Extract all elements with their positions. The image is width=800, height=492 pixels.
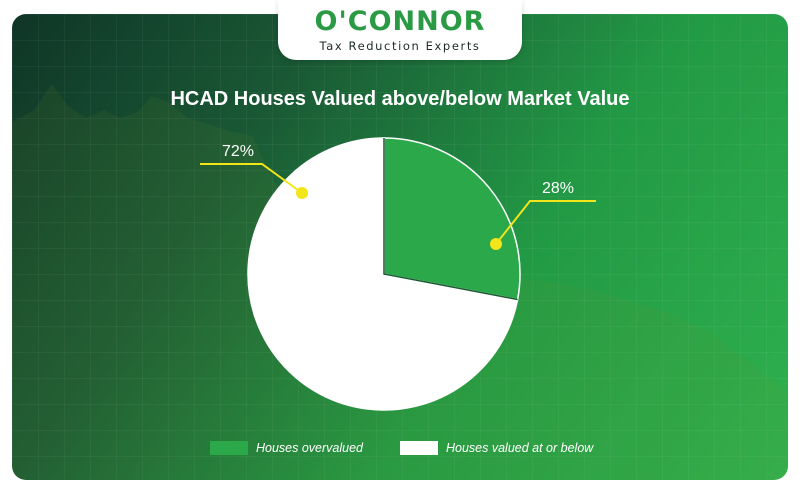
legend-swatch-at-or-below — [400, 441, 438, 455]
leader-dot-at-or-below — [296, 187, 308, 199]
pie-slice-overvalued — [383, 137, 521, 301]
legend-label-at-or-below: Houses valued at or below — [446, 441, 594, 455]
leader-line-overvalued — [495, 200, 596, 245]
logo-text: O'CONNOR — [314, 6, 486, 37]
brand-logo: O'CONNOR Tax Reduction Experts — [278, 0, 522, 60]
legend-item-at-or-below: Houses valued at or below — [400, 440, 593, 456]
data-label-at-or-below: 72% — [222, 143, 254, 160]
chart-legend: Houses overvalued Houses valued at or be… — [0, 440, 800, 460]
slice-divider — [383, 138, 518, 301]
legend-swatch-overvalued — [210, 441, 248, 455]
leader-line-at-or-below — [200, 163, 303, 194]
leader-dot-overvalued — [490, 238, 502, 250]
chart-title: HCAD Houses Valued above/below Market Va… — [170, 88, 630, 110]
data-label-overvalued: 28% — [542, 180, 574, 197]
legend-item-overvalued: Houses overvalued — [210, 440, 363, 456]
logo-tagline: Tax Reduction Experts — [319, 39, 481, 53]
legend-label-overvalued: Houses overvalued — [256, 441, 364, 455]
pie-slice-at-or-below — [247, 137, 519, 411]
